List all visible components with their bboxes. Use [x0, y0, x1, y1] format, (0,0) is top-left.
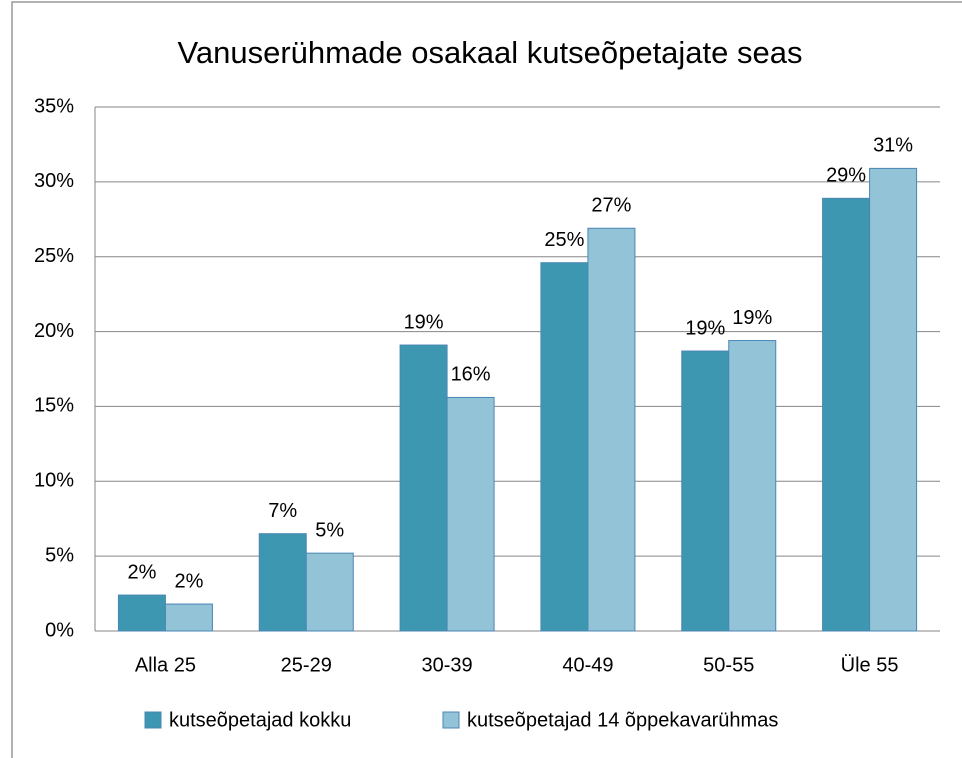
y-tick-label: 15% [34, 395, 74, 417]
data-label: 2% [127, 561, 156, 583]
legend-swatch [442, 711, 460, 729]
x-tick-label: 40-49 [562, 654, 613, 676]
data-label: 27% [591, 195, 631, 217]
chart-title: Vanuserühmade osakaal kutseõpetajate sea… [177, 35, 802, 70]
bar [258, 533, 307, 632]
bar [117, 594, 166, 632]
bar [305, 552, 354, 632]
bar [822, 197, 871, 632]
data-label: 19% [404, 311, 444, 333]
x-tick-label: 25-29 [281, 654, 332, 676]
chart-frame [11, 1, 962, 758]
data-label: 5% [315, 519, 344, 541]
y-tick-label: 10% [34, 470, 74, 492]
bar [587, 227, 636, 632]
legend-label: kutseõpetajad kokku [169, 709, 351, 731]
data-label: 7% [268, 500, 297, 522]
data-label: 19% [685, 317, 725, 339]
bar [164, 603, 213, 632]
y-tick-label: 20% [34, 320, 74, 342]
legend-label: kutseõpetajad 14 õppekavarühmas [467, 709, 778, 731]
x-tick-label: Alla 25 [135, 654, 196, 676]
bar [869, 167, 918, 632]
data-label: 29% [826, 165, 866, 187]
legend-swatch [144, 711, 162, 729]
data-label: 16% [451, 364, 491, 386]
y-tick-label: 35% [34, 95, 74, 117]
x-tick-label: Üle 55 [841, 654, 899, 676]
data-label: 19% [732, 307, 772, 329]
bar [540, 262, 589, 632]
bar [728, 340, 777, 632]
y-tick-label: 5% [45, 544, 74, 566]
x-tick-label: 30-39 [422, 654, 473, 676]
data-label: 31% [873, 135, 913, 157]
y-tick-label: 25% [34, 245, 74, 267]
data-label: 2% [174, 570, 203, 592]
data-label: 25% [544, 229, 584, 251]
x-tick-label: 50-55 [703, 654, 754, 676]
bar [681, 350, 730, 632]
y-tick-label: 30% [34, 170, 74, 192]
bar [399, 344, 448, 632]
bar [446, 396, 495, 632]
y-tick-label: 0% [45, 619, 74, 641]
